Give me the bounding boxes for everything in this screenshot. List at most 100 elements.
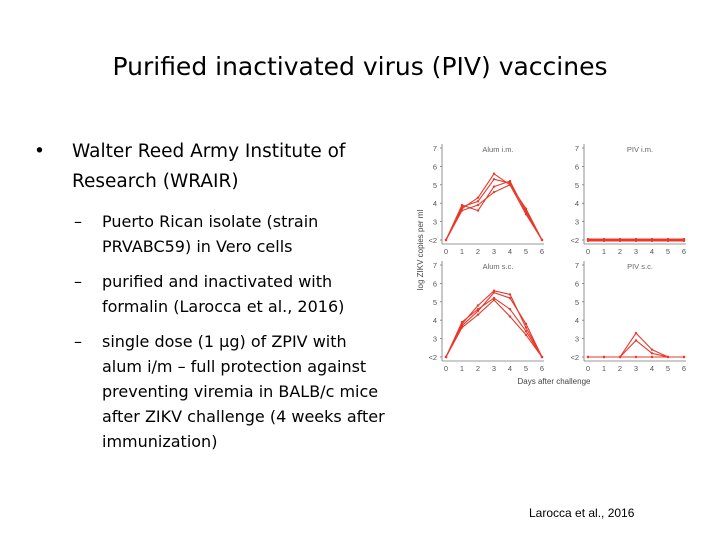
x-tick-label: 6 xyxy=(682,364,686,373)
bullet-item: • Walter Reed Army Institute of Research… xyxy=(34,137,394,197)
data-point xyxy=(508,183,512,186)
bullet-line: preventing viremia in BALB/c mice xyxy=(102,382,379,401)
data-point xyxy=(524,330,528,333)
data-point xyxy=(524,211,528,214)
y-tick-label: 6 xyxy=(433,279,437,288)
x-tick-label: 6 xyxy=(540,364,544,373)
chart-panel: <2 3 4 5 6 7 0 1 2 3 4 5 6 Alum s.c. xyxy=(428,261,544,373)
y-tick-label: <2 xyxy=(428,236,437,245)
bullet-line: Walter Reed Army Institute of xyxy=(72,141,346,162)
data-point xyxy=(602,237,606,241)
data-point xyxy=(650,355,654,359)
data-point xyxy=(476,203,480,207)
bullet-line: immunization) xyxy=(102,432,218,451)
bullet-line: formalin (Larocca et al., 2016) xyxy=(102,297,345,316)
panel-title: Alum i.m. xyxy=(482,145,513,154)
data-point xyxy=(650,239,654,243)
sub-bullet-item: – single dose (1 µg) of ZPIV with alum i… xyxy=(34,329,394,454)
data-point xyxy=(460,320,464,324)
data-point xyxy=(682,355,686,359)
data-point xyxy=(650,352,654,355)
data-point xyxy=(460,326,464,329)
data-point xyxy=(602,355,606,359)
sub-bullet-marker: – xyxy=(74,212,82,231)
x-tick-label: 1 xyxy=(460,247,464,256)
data-point xyxy=(634,331,638,335)
viremia-figure: log ZIKV copies per ml Days after challe… xyxy=(416,144,686,386)
data-point xyxy=(524,213,528,216)
x-tick-label: 5 xyxy=(524,247,528,256)
x-tick-label: 2 xyxy=(618,247,622,256)
x-tick-label: 4 xyxy=(508,247,512,256)
data-point xyxy=(492,172,496,175)
data-point xyxy=(460,209,464,212)
data-point xyxy=(602,239,606,243)
data-point xyxy=(492,291,496,294)
y-tick-label: 3 xyxy=(575,218,579,227)
sub-bullet-item: – purified and inactivated with formalin… xyxy=(34,269,394,319)
sub-bullet-item: – Puerto Rican isolate (strain PRVABC59)… xyxy=(34,209,394,259)
y-tick-label: 5 xyxy=(433,181,437,190)
data-point xyxy=(586,355,590,359)
data-point xyxy=(634,339,638,342)
data-point xyxy=(460,322,464,326)
y-tick-label: 7 xyxy=(575,144,579,153)
x-tick-label: 2 xyxy=(476,364,480,373)
x-tick-label: 0 xyxy=(586,247,590,256)
x-tick-label: 6 xyxy=(682,247,686,256)
x-tick-label: 1 xyxy=(602,247,606,256)
data-point xyxy=(508,293,512,296)
data-point xyxy=(508,296,512,300)
data-point xyxy=(476,200,480,203)
data-point xyxy=(524,209,528,212)
x-tick-label: 3 xyxy=(492,364,496,373)
y-tick-label: <2 xyxy=(570,353,579,362)
y-tick-label: 4 xyxy=(433,316,437,325)
sub-bullet-marker: – xyxy=(74,332,82,351)
data-point xyxy=(634,239,638,243)
data-point xyxy=(524,326,528,329)
y-tick-label: 7 xyxy=(575,261,579,270)
chart-panel: <2 3 4 5 6 7 0 1 2 3 4 5 6 PIV s.c. xyxy=(570,261,686,373)
bullet-marker: • xyxy=(34,141,45,162)
data-point xyxy=(650,348,654,351)
data-point xyxy=(508,181,512,185)
series-line xyxy=(588,339,684,358)
bullet-line: Puerto Rican isolate (strain xyxy=(102,212,319,231)
series-line xyxy=(445,173,543,241)
y-tick-label: 4 xyxy=(575,316,579,325)
data-point xyxy=(460,207,464,210)
data-point xyxy=(476,313,480,316)
x-tick-label: 1 xyxy=(602,364,606,373)
x-tick-label: 4 xyxy=(650,364,654,373)
bullet-line: PRVABC59) in Vero cells xyxy=(102,237,293,256)
y-tick-label: 3 xyxy=(433,335,437,344)
x-axis-label: Days after challenge xyxy=(518,377,591,386)
x-tick-label: 5 xyxy=(524,364,528,373)
data-point xyxy=(666,237,670,241)
data-point xyxy=(634,237,638,241)
data-point xyxy=(618,237,622,241)
data-point xyxy=(618,239,622,243)
data-point xyxy=(492,296,496,300)
data-point xyxy=(508,179,512,183)
x-tick-label: 4 xyxy=(508,364,512,373)
panel-title: Alum s.c. xyxy=(483,262,514,271)
bullet-line: alum i/m – full protection against xyxy=(102,357,367,376)
x-tick-label: 3 xyxy=(634,364,638,373)
data-point xyxy=(492,185,496,188)
data-point xyxy=(460,203,464,207)
data-point xyxy=(524,207,528,210)
y-axis-label: log ZIKV copies per ml xyxy=(416,210,425,291)
bullet-list: • Walter Reed Army Institute of Research… xyxy=(34,137,394,464)
data-point xyxy=(476,307,480,311)
data-point xyxy=(444,238,448,242)
y-tick-label: 6 xyxy=(575,279,579,288)
bullet-line: after ZIKV challenge (4 weeks after xyxy=(102,407,385,426)
y-tick-label: 3 xyxy=(433,218,437,227)
x-tick-label: 3 xyxy=(634,247,638,256)
data-point xyxy=(460,205,464,209)
y-tick-label: 4 xyxy=(575,199,579,208)
slide-title: Purified inactivated virus (PIV) vaccine… xyxy=(112,52,608,81)
bullet-line: Research (WRAIR) xyxy=(72,171,239,192)
